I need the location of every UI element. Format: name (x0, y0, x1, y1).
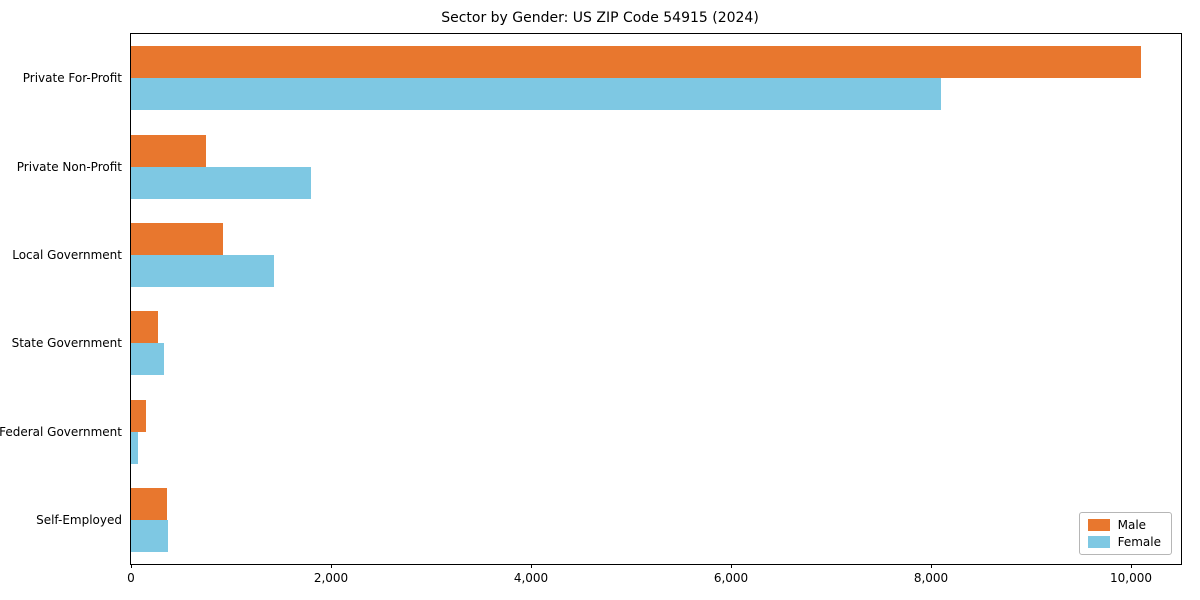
bar-female-2 (131, 167, 311, 199)
x-tick-mark (931, 564, 932, 568)
bar-female-5 (131, 432, 138, 464)
bar-male-1 (131, 46, 1141, 78)
x-tick-mark (331, 564, 332, 568)
x-tick-mark (131, 564, 132, 568)
x-tick-label: 0 (127, 571, 135, 585)
bar-male-6 (131, 488, 167, 520)
y-tick-label: Private Non-Profit (16, 159, 122, 174)
x-tick-mark (731, 564, 732, 568)
legend-item-male: Male (1087, 518, 1161, 532)
y-tick-label: Private For-Profit (22, 71, 122, 86)
legend: Male Female (1078, 512, 1172, 555)
legend-item-female: Female (1087, 535, 1161, 549)
bar-male-4 (131, 311, 158, 343)
bar-male-3 (131, 223, 223, 255)
x-tick-mark (1131, 564, 1132, 568)
x-tick-label: 10,000 (1110, 571, 1152, 585)
x-tick-label: 2,000 (313, 571, 349, 585)
y-tick-label: Local Government (12, 247, 122, 262)
bar-female-1 (131, 78, 941, 110)
x-tick-mark (531, 564, 532, 568)
bar-male-5 (131, 400, 146, 432)
chart-title: Sector by Gender: US ZIP Code 54915 (202… (441, 10, 759, 26)
x-tick-label: 6,000 (713, 571, 749, 585)
legend-label-female: Female (1117, 535, 1161, 549)
y-tick-label: Self-Employed (36, 512, 122, 527)
x-tick-label: 8,000 (913, 571, 949, 585)
bar-male-2 (131, 135, 206, 167)
plot-area: Private For-Profit Private Non-Profit Loca… (0, 33, 1182, 585)
bar-female-3 (131, 255, 274, 287)
bar-female-4 (131, 343, 164, 375)
bar-female-6 (131, 520, 168, 552)
legend-label-male: Male (1117, 518, 1147, 532)
y-tick-label: State Government (11, 336, 122, 351)
x-tick-label: 4,000 (513, 571, 549, 585)
y-tick-label: Federal Government (0, 424, 122, 439)
legend-swatch-male (1087, 519, 1110, 531)
legend-swatch-female (1087, 536, 1110, 548)
